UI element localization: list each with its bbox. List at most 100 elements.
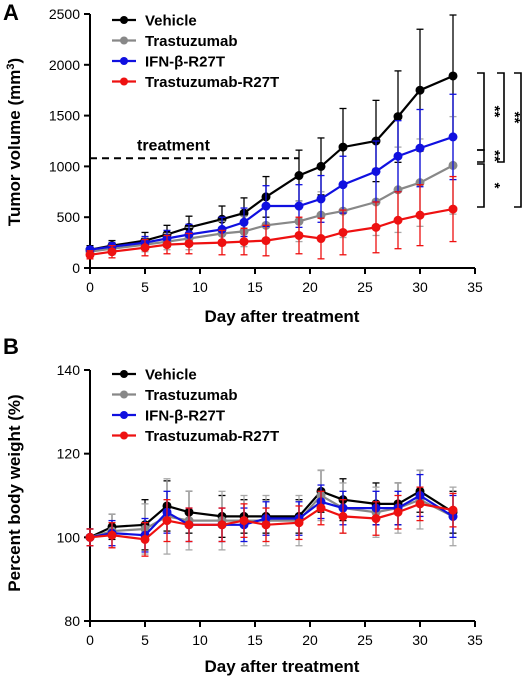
panel-a-legend: Vehicle Trastuzumab IFN-β-R27T Trastuzumab-… bbox=[112, 13, 279, 91]
panel-a-significance-label: ** bbox=[523, 134, 526, 146]
panel-b-data-point bbox=[448, 505, 458, 515]
panel-a-data-point bbox=[415, 85, 425, 95]
panel-b-data-point bbox=[393, 507, 403, 517]
panel-a-data-point bbox=[294, 230, 304, 240]
panel-a-significance-bracket: ** bbox=[497, 72, 523, 163]
panel-a-data-point bbox=[448, 132, 458, 142]
panel-b-legend-label: Trastuzumab bbox=[145, 387, 238, 404]
panel-b-y-tick-label: 80 bbox=[64, 613, 80, 629]
panel-a-legend-marker bbox=[120, 36, 128, 45]
panel-a-treatment-annotation: treatment bbox=[90, 137, 299, 160]
panel-a-y-tick-label: 500 bbox=[57, 209, 81, 225]
panel-b-legend-marker bbox=[120, 411, 128, 419]
panel-a-data-point bbox=[448, 204, 458, 214]
panel-a-axes: 0 500 1000 1500 2000 2500 0 5 10 15 20 25 30 35 bbox=[49, 6, 483, 295]
panel-a-treatment-label: treatment bbox=[137, 137, 211, 154]
panel-a-significance-bracket: ** bbox=[514, 72, 526, 208]
panel-a-series-trastuzumab-r27t bbox=[85, 175, 458, 260]
panel-b-data-point bbox=[162, 516, 172, 526]
panel-b-legend-marker bbox=[120, 431, 128, 440]
panel-a-data-point bbox=[415, 210, 425, 220]
panel-a-significance-bracket: ** bbox=[477, 149, 503, 163]
panel-a-data-point bbox=[415, 143, 425, 153]
panel-b-data-point bbox=[217, 520, 227, 530]
panel-a-data-point bbox=[448, 71, 458, 81]
panel-a-data-point bbox=[294, 201, 304, 211]
panel-a-data-point bbox=[184, 239, 194, 249]
panel-a-data-point bbox=[316, 194, 326, 204]
panel-a-data-point bbox=[162, 240, 172, 250]
panel-b-legend-marker bbox=[120, 370, 128, 378]
panel-a-x-tick-label: 0 bbox=[86, 279, 94, 295]
panel-b-data-point bbox=[261, 520, 271, 530]
panel-a-significance: ********* bbox=[477, 72, 526, 208]
panel-b-xlabel: Day after treatment bbox=[205, 657, 360, 676]
panel-b-y-tick-label: 120 bbox=[57, 446, 81, 462]
panel-a-data-point bbox=[316, 234, 326, 244]
panel-a-xlabel: Day after treatment bbox=[205, 307, 360, 326]
panel-a-data-point bbox=[239, 237, 249, 247]
panel-b-legend-label: Vehicle bbox=[145, 367, 197, 384]
panel-a-series bbox=[85, 14, 458, 260]
panel-a-bracket-line bbox=[514, 72, 522, 208]
panel-b-y-tick-label: 140 bbox=[57, 362, 81, 378]
panel-b-series-trastuzumab-r27t bbox=[85, 486, 458, 557]
panel-a-data-point bbox=[371, 222, 381, 232]
panel-a-data-point bbox=[338, 180, 348, 190]
panel-a-legend-item-trastuzumab: Trastuzumab bbox=[112, 33, 238, 50]
panel-a-y-tick-label: 0 bbox=[72, 260, 80, 276]
panel-b-series bbox=[85, 469, 458, 557]
panel-a-data-point bbox=[239, 217, 249, 227]
panel-a-bracket-line bbox=[477, 163, 485, 208]
panel-b-x-tick-label: 10 bbox=[192, 632, 208, 648]
panel-b-data-point bbox=[338, 511, 348, 521]
panel-a-bracket-line bbox=[477, 72, 485, 151]
panel-b-data-point bbox=[85, 532, 95, 542]
panel-a-data-point bbox=[338, 227, 348, 237]
panel-a-x-tick-label: 5 bbox=[141, 279, 149, 295]
panel-a-significance-bracket: ** bbox=[477, 72, 503, 151]
panel-a-legend-item-vehicle: Vehicle bbox=[112, 13, 197, 30]
panel-b-legend-item-trastuzumab-r27t: Trastuzumab-R27T bbox=[112, 428, 279, 445]
panel-a-legend-marker bbox=[120, 77, 128, 86]
panel-b-legend-item-trastuzumab: Trastuzumab bbox=[112, 387, 238, 404]
panel-a-significance-bracket: * bbox=[477, 163, 503, 208]
panel-a-legend-item-trastuzumab-r27t: Trastuzumab-R27T bbox=[112, 74, 279, 91]
panel-a-data-point bbox=[140, 243, 150, 253]
panel-a-x-tick-label: 10 bbox=[192, 279, 208, 295]
panel-a-data-point bbox=[393, 151, 403, 161]
panel-a-x-tick-label: 30 bbox=[412, 279, 428, 295]
panel-a-letter: A bbox=[3, 0, 19, 25]
panel-b-x-tick-label: 25 bbox=[357, 632, 373, 648]
panel-a-y-tick-label: 1000 bbox=[49, 158, 80, 174]
panel-b: B Percent body weight (%) Day after trea… bbox=[3, 334, 483, 676]
panel-b-x-tick-label: 20 bbox=[302, 632, 318, 648]
panel-a-legend-marker bbox=[120, 16, 128, 24]
panel-b-data-point bbox=[415, 499, 425, 509]
panel-a-legend-marker bbox=[120, 57, 128, 65]
panel-a-bracket-line bbox=[497, 72, 505, 163]
panel-a-legend-label: Vehicle bbox=[145, 13, 197, 30]
panel-b-data-point bbox=[184, 520, 194, 530]
panel-a-significance-label: * bbox=[486, 183, 503, 189]
panel-b-data-point bbox=[316, 503, 326, 513]
panel-b-legend-item-ifn-r27t: IFN-β-R27T bbox=[112, 408, 225, 425]
panel-a-data-point bbox=[261, 236, 271, 246]
panel-b-letter: B bbox=[3, 334, 19, 359]
panel-a-x-tick-label: 25 bbox=[357, 279, 373, 295]
panel-b-x-tick-label: 5 bbox=[141, 632, 149, 648]
panel-b-y-tick-label: 100 bbox=[57, 529, 81, 545]
panel-a: A Tumor volume (mm3) Day after treatment… bbox=[3, 0, 526, 326]
panel-a-bracket-line bbox=[477, 149, 485, 163]
panel-a-legend-item-ifn-r27t: IFN-β-R27T bbox=[112, 54, 225, 71]
panel-b-x-tick-label: 30 bbox=[412, 632, 428, 648]
panel-b-x-tick-label: 0 bbox=[86, 632, 94, 648]
panel-b-data-point bbox=[371, 514, 381, 524]
panel-b-legend: Vehicle Trastuzumab IFN-β-R27T Trastuzumab-… bbox=[112, 367, 279, 445]
panel-a-legend-label: Trastuzumab-R27T bbox=[145, 74, 279, 91]
panel-b-x-tick-label: 15 bbox=[247, 632, 263, 648]
panel-a-data-point bbox=[338, 142, 348, 152]
panel-a-data-point bbox=[371, 166, 381, 176]
panel-a-legend-label: Trastuzumab bbox=[145, 33, 238, 50]
